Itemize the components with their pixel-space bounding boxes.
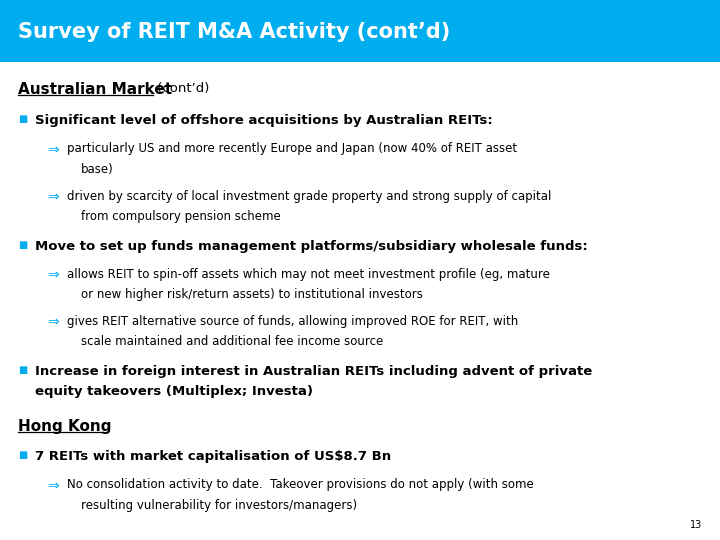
- Text: driven by scarcity of local investment grade property and strong supply of capit: driven by scarcity of local investment g…: [67, 190, 552, 202]
- Text: scale maintained and additional fee income source: scale maintained and additional fee inco…: [81, 335, 384, 348]
- Text: resulting vulnerability for investors/managers): resulting vulnerability for investors/ma…: [81, 498, 358, 511]
- Text: from compulsory pension scheme: from compulsory pension scheme: [81, 210, 281, 223]
- Text: ⇒: ⇒: [47, 190, 58, 204]
- Text: ■: ■: [18, 240, 27, 249]
- Text: 13: 13: [690, 520, 702, 530]
- Text: or new higher risk/return assets) to institutional investors: or new higher risk/return assets) to ins…: [81, 288, 423, 301]
- Text: ⇒: ⇒: [47, 143, 58, 157]
- Text: equity takeovers (Multiplex; Investa): equity takeovers (Multiplex; Investa): [35, 386, 312, 399]
- Text: ■: ■: [18, 450, 27, 460]
- Text: ⇒: ⇒: [47, 478, 58, 492]
- Text: ⇒: ⇒: [47, 268, 58, 282]
- Text: No consolidation activity to date.  Takeover provisions do not apply (with some: No consolidation activity to date. Takeo…: [67, 478, 534, 491]
- Text: 7 REITs with market capitalisation of US$8.7 Bn: 7 REITs with market capitalisation of US…: [35, 450, 391, 463]
- Text: particularly US and more recently Europe and Japan (now 40% of REIT asset: particularly US and more recently Europe…: [67, 143, 517, 156]
- Text: Australian Market: Australian Market: [18, 82, 172, 97]
- Text: base): base): [81, 163, 114, 176]
- Text: allows REIT to spin-off assets which may not meet investment profile (eg, mature: allows REIT to spin-off assets which may…: [67, 268, 550, 281]
- Text: Move to set up funds management platforms/subsidiary wholesale funds:: Move to set up funds management platform…: [35, 240, 588, 253]
- Text: ■: ■: [18, 114, 27, 124]
- Text: ⇒: ⇒: [47, 315, 58, 329]
- FancyBboxPatch shape: [0, 0, 720, 62]
- Text: (cont’d): (cont’d): [153, 82, 209, 95]
- Text: gives REIT alternative source of funds, allowing improved ROE for REIT, with: gives REIT alternative source of funds, …: [67, 315, 518, 328]
- Text: ■: ■: [18, 365, 27, 375]
- Text: Significant level of offshore acquisitions by Australian REITs:: Significant level of offshore acquisitio…: [35, 114, 492, 127]
- Text: Survey of REIT M&A Activity (cont’d): Survey of REIT M&A Activity (cont’d): [18, 22, 450, 43]
- Text: Hong Kong: Hong Kong: [18, 419, 112, 434]
- Text: Increase in foreign interest in Australian REITs including advent of private: Increase in foreign interest in Australi…: [35, 365, 592, 378]
